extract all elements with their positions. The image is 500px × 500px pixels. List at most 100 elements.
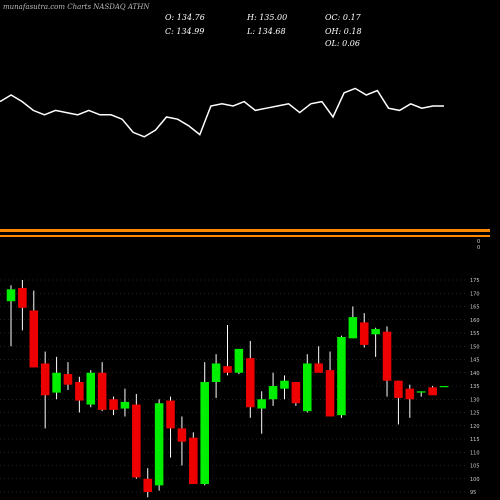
candle-body bbox=[257, 399, 266, 409]
candle bbox=[428, 386, 437, 396]
candle bbox=[371, 327, 380, 357]
candle bbox=[405, 384, 415, 418]
tick-label: 160 bbox=[470, 318, 480, 324]
candle bbox=[268, 372, 278, 406]
candle bbox=[6, 285, 16, 347]
candle-body bbox=[416, 391, 426, 393]
tick-label: 150 bbox=[470, 344, 480, 350]
candle bbox=[280, 375, 289, 400]
candle-body bbox=[359, 322, 369, 345]
candle bbox=[120, 388, 130, 417]
candle-body bbox=[211, 363, 221, 383]
candle bbox=[291, 382, 301, 406]
candle bbox=[154, 399, 164, 491]
tick-label: 175 bbox=[470, 278, 480, 284]
candle bbox=[257, 391, 266, 434]
candle-body bbox=[97, 372, 107, 410]
candle-body bbox=[6, 289, 16, 302]
candle-body bbox=[166, 400, 175, 429]
high-value: H: 135.00 bbox=[247, 13, 288, 22]
candle-body bbox=[63, 374, 73, 385]
candle bbox=[52, 356, 61, 400]
oh-value: OH: 0.18 bbox=[325, 27, 362, 36]
tick-label: 155 bbox=[470, 331, 480, 337]
candle bbox=[86, 370, 96, 408]
candle-body bbox=[291, 382, 301, 404]
tick-label: 125 bbox=[470, 411, 480, 417]
candle-body bbox=[143, 478, 153, 492]
candle bbox=[394, 380, 403, 425]
candle-body bbox=[371, 329, 380, 335]
ol-value: OL: 0.06 bbox=[325, 39, 360, 48]
candle-body bbox=[132, 404, 141, 478]
candle-body bbox=[246, 358, 255, 408]
separator-line-top bbox=[0, 229, 490, 232]
panel-separator: 00 bbox=[0, 229, 490, 251]
candle-body bbox=[120, 401, 130, 409]
separator-line-bottom bbox=[0, 235, 490, 237]
open-value: O: 134.76 bbox=[165, 13, 205, 22]
chart-watermark: munafasutra.com Charts NASDAQ ATHN bbox=[3, 3, 150, 11]
candle-body bbox=[200, 382, 209, 485]
candle bbox=[223, 325, 232, 376]
candle-body bbox=[177, 428, 187, 442]
candle bbox=[359, 313, 369, 348]
separator-marker-bottom: 0 bbox=[477, 245, 480, 251]
candle-body bbox=[337, 336, 346, 416]
candle bbox=[177, 416, 187, 466]
tick-label: 130 bbox=[470, 397, 480, 403]
candle bbox=[189, 432, 198, 485]
tick-label: 110 bbox=[470, 450, 480, 456]
tick-label: 100 bbox=[470, 477, 480, 483]
tick-label: 170 bbox=[470, 291, 480, 297]
tick-label: 145 bbox=[470, 358, 480, 364]
candle-body bbox=[268, 386, 278, 400]
candle bbox=[302, 354, 312, 413]
candle bbox=[416, 391, 426, 397]
candle bbox=[63, 362, 73, 390]
candle-body bbox=[325, 370, 335, 417]
price-gridlines bbox=[0, 279, 465, 493]
oc-value: OC: 0.17 bbox=[325, 13, 361, 22]
tick-label: 140 bbox=[470, 371, 480, 377]
tick-label: 105 bbox=[470, 464, 480, 470]
candle bbox=[382, 326, 392, 397]
candle-body bbox=[405, 388, 415, 400]
candle bbox=[75, 376, 84, 413]
separator-marker-top: 0 bbox=[477, 239, 480, 245]
candle-body bbox=[382, 331, 392, 381]
candle-body bbox=[154, 403, 164, 486]
candle-body bbox=[280, 380, 289, 389]
candle bbox=[109, 396, 118, 416]
candle bbox=[132, 393, 141, 479]
indicator-line-panel bbox=[0, 87, 444, 138]
candle-body bbox=[189, 437, 198, 485]
candle bbox=[40, 351, 50, 429]
indicator-line bbox=[0, 87, 444, 138]
candle-body bbox=[29, 310, 39, 368]
candle bbox=[143, 468, 153, 498]
candle bbox=[200, 362, 209, 486]
candle-body bbox=[439, 386, 449, 388]
candle bbox=[234, 348, 244, 375]
candle-body bbox=[223, 366, 232, 373]
candle bbox=[97, 362, 107, 412]
close-value: C: 134.99 bbox=[165, 27, 205, 36]
candles bbox=[6, 280, 449, 498]
candle bbox=[211, 354, 221, 398]
candle bbox=[348, 306, 358, 339]
candle-body bbox=[40, 363, 50, 396]
tick-label: 165 bbox=[470, 305, 480, 311]
candle-body bbox=[302, 363, 312, 412]
candle bbox=[314, 346, 323, 373]
candle-body bbox=[394, 380, 403, 398]
price-axis: 175 170 165 160 155 150 145 140 135 130 125 120 115 1… bbox=[470, 278, 480, 496]
candle-body bbox=[75, 382, 84, 401]
candle-body bbox=[314, 363, 323, 373]
tick-label: 120 bbox=[470, 424, 480, 430]
tick-label: 95 bbox=[470, 490, 476, 496]
candle bbox=[18, 280, 27, 331]
candle-body bbox=[109, 399, 118, 410]
candle-body bbox=[428, 387, 437, 396]
candle bbox=[337, 335, 346, 418]
